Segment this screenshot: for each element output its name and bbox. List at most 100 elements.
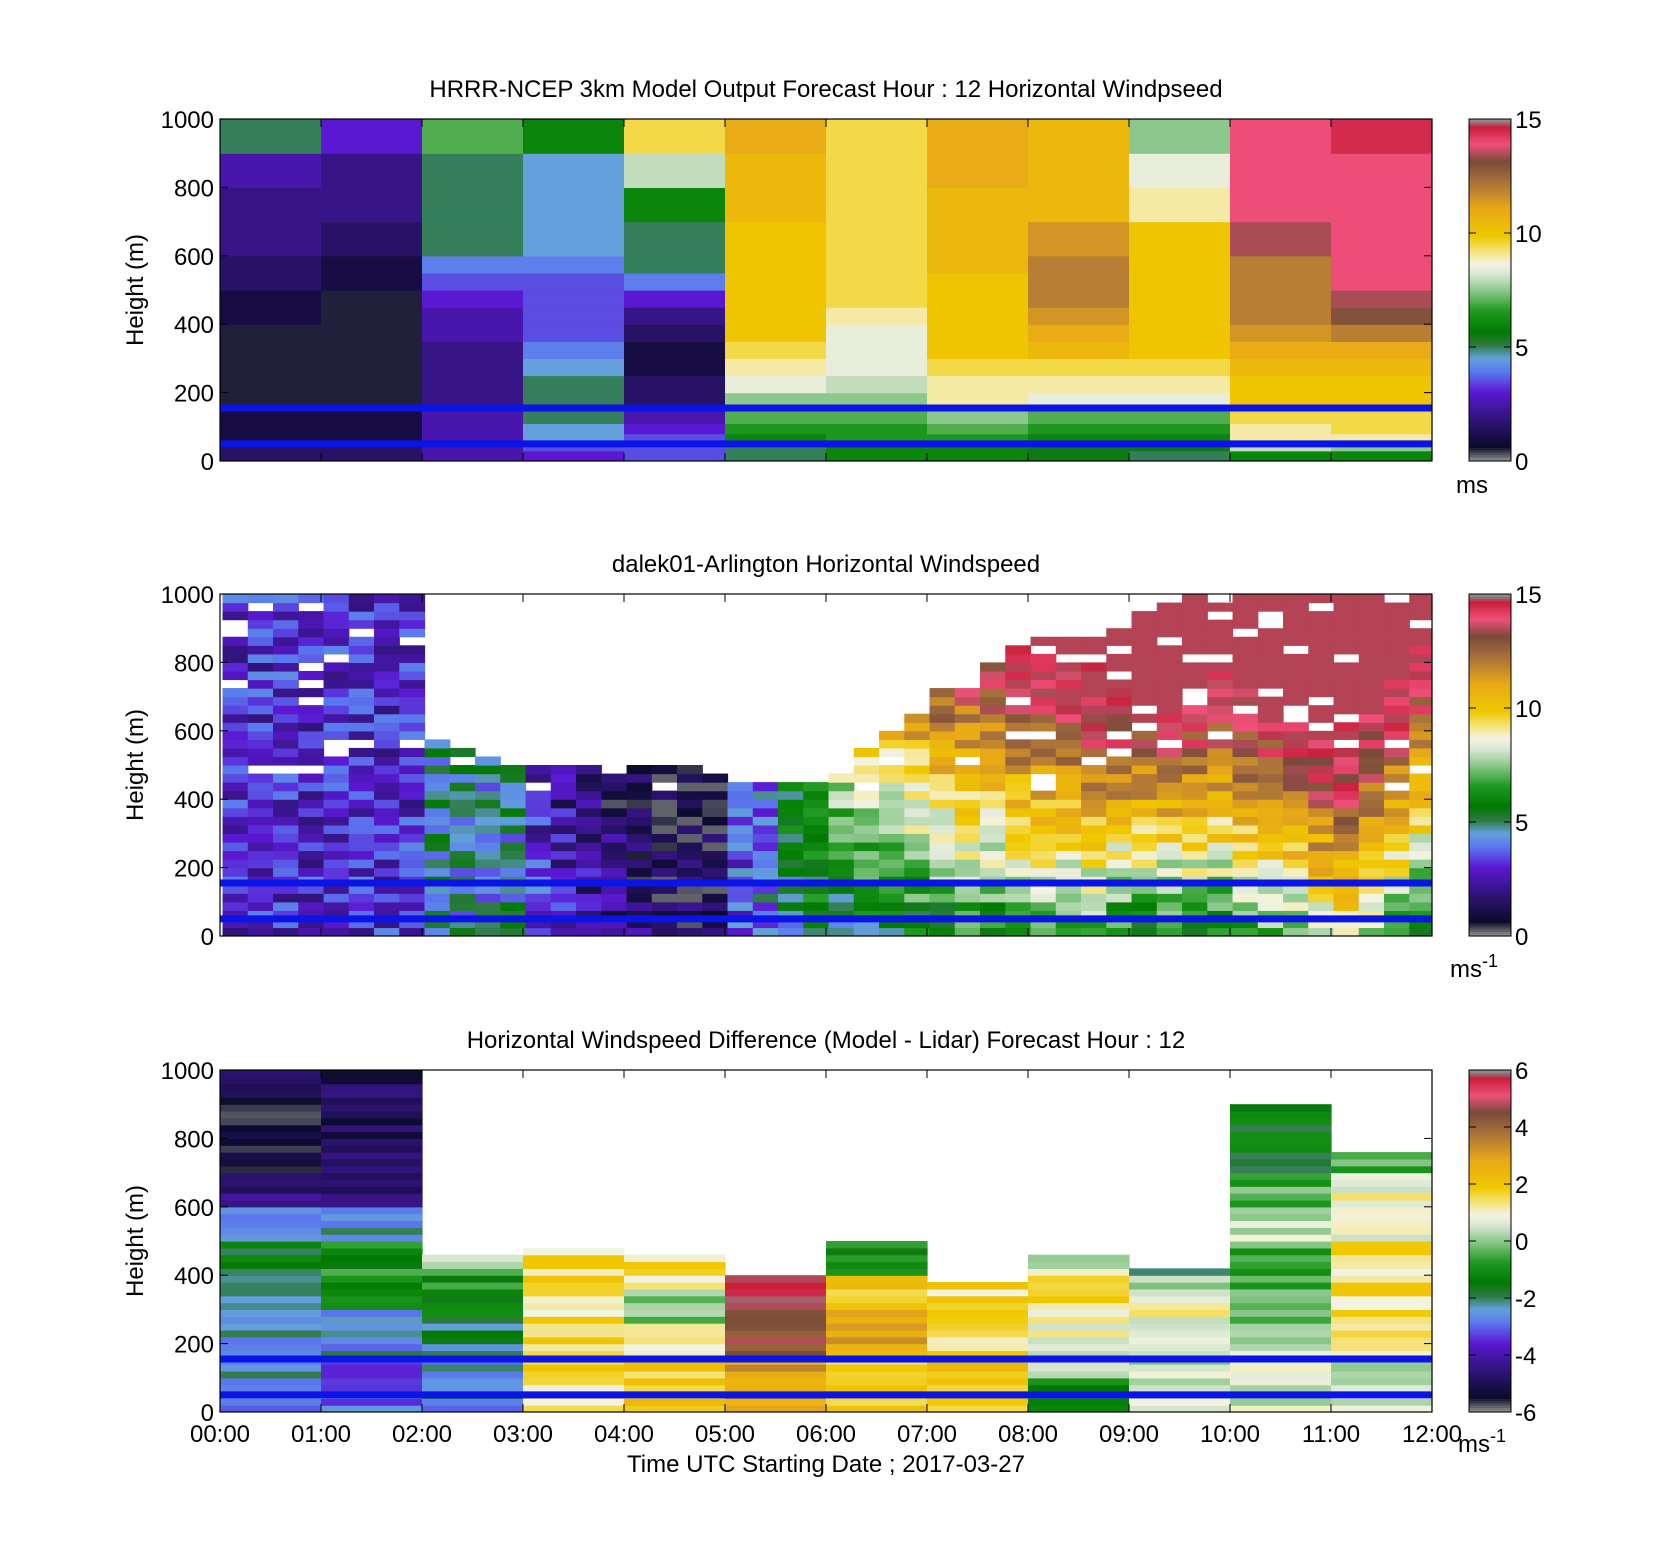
- heatmap-cell: [1028, 1384, 1130, 1393]
- heatmap-cell: [929, 747, 956, 758]
- heatmap-cell: [954, 713, 981, 723]
- heatmap-cell: [321, 272, 423, 291]
- colorbar-swatch: [1469, 1074, 1511, 1078]
- heatmap-cell: [1333, 841, 1360, 852]
- heatmap-cell: [778, 859, 804, 869]
- heatmap-cell: [828, 799, 855, 809]
- heatmap-cell: [576, 773, 602, 783]
- heatmap-cell: [222, 773, 249, 783]
- colorbar-swatch: [1469, 164, 1511, 168]
- heatmap-cell: [1005, 927, 1032, 936]
- heatmap-cell: [1156, 867, 1183, 877]
- heatmap-cell: [424, 841, 451, 852]
- heatmap-cell: [1333, 773, 1360, 783]
- heatmap-cell: [927, 1282, 1029, 1290]
- heatmap-cell: [550, 790, 577, 800]
- heatmap-cell: [374, 790, 400, 800]
- heatmap-cell: [500, 867, 527, 877]
- heatmap-cell: [1230, 1138, 1332, 1146]
- heatmap-cell: [422, 1268, 524, 1276]
- colorbar-swatch: [1469, 404, 1511, 407]
- heatmap-cell: [1409, 636, 1432, 646]
- heatmap-cell: [321, 1241, 423, 1249]
- heatmap-cell: [247, 841, 274, 852]
- heatmap-cell: [576, 859, 602, 869]
- colorbar-swatch: [1469, 335, 1511, 339]
- heatmap-cell: [1257, 602, 1284, 612]
- heatmap-cell: [374, 696, 400, 706]
- colorbar-unit: ms-1: [1458, 1426, 1506, 1458]
- heatmap-cell: [1230, 1124, 1332, 1133]
- heatmap-cell: [626, 807, 653, 817]
- heatmap-cell: [879, 765, 905, 775]
- heatmap-cell: [273, 730, 299, 740]
- heatmap-cell: [1028, 272, 1130, 291]
- colorbar-swatch: [1469, 349, 1511, 353]
- heatmap-cell: [422, 1405, 524, 1412]
- heatmap-cell: [323, 824, 350, 834]
- heatmap-cell: [348, 901, 375, 911]
- heatmap-cell: [1005, 756, 1032, 766]
- heatmap-cell: [298, 816, 325, 826]
- heatmap-cell: [475, 807, 501, 817]
- heatmap-cell: [1333, 688, 1360, 698]
- colorbar-swatch: [1469, 1238, 1511, 1242]
- heatmap-cell: [929, 918, 956, 929]
- heatmap-cell: [1081, 833, 1107, 843]
- heatmap-cell: [1384, 722, 1410, 732]
- heatmap-cell: [1333, 594, 1360, 604]
- heatmap-cell: [1055, 739, 1082, 749]
- colorbar-swatch: [1469, 1113, 1511, 1117]
- colorbar-swatch: [1469, 671, 1511, 675]
- heatmap-cell: [247, 790, 274, 800]
- heatmap-cell: [1358, 653, 1385, 663]
- heatmap-cell: [348, 636, 375, 646]
- heatmap-cell: [1409, 841, 1432, 852]
- heatmap-cell: [1081, 790, 1107, 800]
- heatmap-cell: [1358, 636, 1385, 646]
- colorbar-swatch: [1469, 251, 1511, 255]
- colorbar-swatch: [1469, 408, 1511, 412]
- heatmap-cell: [220, 1336, 322, 1345]
- colorbar-swatch: [1469, 817, 1511, 821]
- colorbar-swatch: [1469, 1357, 1511, 1361]
- heatmap-cell: [247, 611, 274, 621]
- heatmap-cell: [929, 841, 956, 852]
- heatmap-cell: [374, 739, 400, 749]
- heatmap-cell: [1182, 602, 1208, 612]
- heatmap-cell: [576, 884, 602, 894]
- heatmap-cell: [222, 722, 249, 732]
- heatmap-cell: [523, 423, 625, 435]
- heatmap-cell: [1081, 910, 1107, 920]
- colorbar-swatch: [1469, 1386, 1511, 1390]
- heatmap-cell: [222, 765, 249, 775]
- heatmap-cell: [399, 859, 426, 869]
- heatmap-cell: [374, 653, 400, 663]
- colorbar-swatch: [1469, 347, 1511, 350]
- heatmap-cell: [348, 645, 375, 655]
- heatmap-cell: [1384, 910, 1410, 920]
- heatmap-cell: [778, 824, 804, 834]
- heatmap-cell: [803, 893, 830, 903]
- heatmap-cell: [399, 696, 426, 706]
- colorbar-swatch: [1469, 1220, 1511, 1224]
- heatmap-cell: [247, 653, 274, 663]
- heatmap-cell: [904, 799, 931, 809]
- heatmap-cell: [298, 670, 325, 681]
- heatmap-cell: [929, 739, 956, 749]
- colorbar-tick-label: -6: [1515, 1400, 1536, 1427]
- heatmap-cell: [879, 884, 905, 894]
- heatmap-cell: [273, 662, 299, 672]
- heatmap-cell: [929, 756, 956, 766]
- heatmap-cell: [879, 850, 905, 860]
- heatmap-cell: [651, 765, 678, 775]
- heatmap-cell: [803, 918, 830, 929]
- colorbar-swatch: [1469, 342, 1511, 346]
- heatmap-cell: [298, 713, 325, 723]
- colorbar-swatch: [1469, 881, 1511, 885]
- colorbar-swatch: [1469, 926, 1511, 930]
- heatmap-cell: [1331, 1336, 1432, 1345]
- colorbar-swatch: [1469, 1099, 1511, 1103]
- colorbar-tick-labels: 0 5 10 15: [1515, 107, 1542, 476]
- heatmap-cell: [1409, 611, 1432, 621]
